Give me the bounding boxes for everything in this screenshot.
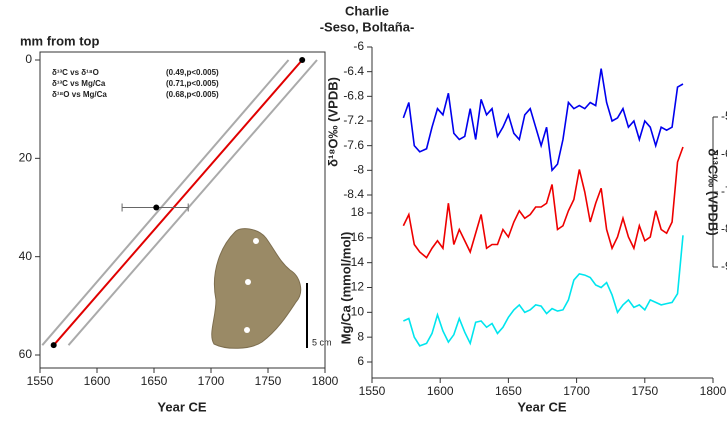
y3-tick-label: 6 [357, 354, 364, 368]
y-tick-label: -7.2 [343, 113, 364, 127]
annotation-stat: (0.49,p<0.005) [166, 68, 219, 77]
scale-label: 5 cm [312, 337, 332, 347]
x-tick-label: 1700 [198, 374, 225, 388]
annotation-stat: (0.68,p<0.005) [166, 90, 219, 99]
annotation-label: δ¹³C vs Mg/Ca [52, 79, 106, 88]
sample-photo [211, 228, 302, 349]
y-tick-label: -6.8 [343, 89, 364, 103]
x-tick-label: 1800 [312, 374, 339, 388]
y3-axis-label: Mg/Ca (mmol/mol) [338, 232, 353, 345]
x-tick-label: 1600 [84, 374, 111, 388]
series-line [403, 235, 684, 347]
x-tick-label: 1650 [141, 374, 168, 388]
y-axis-label: mm from top [20, 33, 100, 48]
y2-tick-label: -7 [721, 184, 727, 198]
series-line [402, 68, 684, 173]
x-axis-label: Year CE [517, 399, 566, 414]
y3-tick-label: 12 [351, 280, 365, 294]
y-tick-label: -8 [353, 163, 364, 177]
chart-title: Charlie [345, 3, 389, 18]
annotation-label: δ¹⁸O vs Mg/Ca [52, 90, 107, 99]
series-line [402, 146, 684, 259]
age-model-line [41, 59, 290, 346]
plot-frame [39, 51, 326, 369]
dated-point [299, 57, 306, 63]
annotation-label: δ¹³C vs δ¹⁸O [52, 68, 99, 77]
dated-point [153, 204, 160, 211]
x-axis-label: Year CE [157, 399, 206, 414]
y-tick-label: -8.4 [343, 187, 364, 201]
annotation-stat: (0.71,p<0.005) [166, 79, 219, 88]
y-tick-label: 60 [19, 347, 33, 361]
x-tick-label: 1800 [700, 384, 727, 398]
age-model-line [52, 59, 303, 346]
y-tick-label: 40 [19, 249, 33, 263]
sample-dot [244, 327, 250, 333]
x-tick-label: 1650 [495, 384, 522, 398]
x-tick-label: 1700 [563, 384, 590, 398]
y2-tick-label: -6 [721, 147, 727, 161]
y3-tick-label: 14 [351, 255, 365, 269]
x-tick-label: 1750 [631, 384, 658, 398]
y-axis-label: δ¹⁸O‰ (VPDB) [325, 77, 340, 167]
age-model-line [67, 59, 318, 346]
y-tick-label: -6.4 [343, 64, 364, 78]
y2-tick-label: -9 [721, 259, 727, 273]
x-tick-label: 1600 [427, 384, 454, 398]
sample-dot [253, 238, 259, 244]
y2-tick-label: -5 [721, 109, 727, 123]
y3-tick-label: 18 [351, 205, 365, 219]
sample-dot [245, 279, 251, 285]
y-tick-label: 0 [25, 52, 32, 66]
x-tick-label: 1750 [255, 374, 282, 388]
x-tick-label: 1550 [359, 384, 386, 398]
y3-tick-label: 8 [357, 329, 364, 343]
y3-tick-label: 16 [351, 230, 365, 244]
y-tick-label: -6 [353, 39, 364, 53]
y3-tick-label: 10 [351, 305, 365, 319]
y2-tick-label: -8 [721, 222, 727, 236]
chart-subtitle: -Seso, Boltaña- [320, 19, 415, 34]
y-tick-label: 20 [19, 151, 33, 165]
x-tick-label: 1550 [27, 374, 54, 388]
dated-point [50, 342, 57, 349]
y-tick-label: -7.6 [343, 138, 364, 152]
